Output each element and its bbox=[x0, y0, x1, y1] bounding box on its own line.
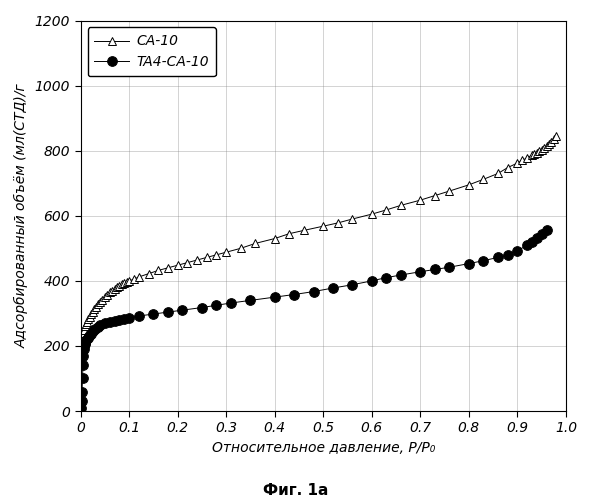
Line: TA4-CA-10: TA4-CA-10 bbox=[76, 226, 551, 412]
Y-axis label: Адсорбированный объём (мл(СТД)/г: Адсорбированный объём (мл(СТД)/г bbox=[15, 84, 29, 348]
CA-10 bbox=[121, 280, 128, 286]
TA4-CA-10 bbox=[291, 292, 298, 298]
CA-10 bbox=[271, 236, 278, 242]
CA-10 bbox=[83, 318, 91, 324]
TA4-CA-10 bbox=[417, 268, 424, 274]
TA4-CA-10 bbox=[543, 228, 550, 234]
CA-10 bbox=[79, 333, 86, 339]
Line: CA-10: CA-10 bbox=[78, 132, 561, 340]
TA4-CA-10 bbox=[89, 328, 96, 334]
CA-10 bbox=[118, 281, 126, 287]
Legend: CA-10, TA4-CA-10: CA-10, TA4-CA-10 bbox=[88, 28, 215, 76]
TA4-CA-10 bbox=[227, 300, 234, 306]
TA4-CA-10 bbox=[247, 298, 254, 304]
X-axis label: Относительное давление, P/P₀: Относительное давление, P/P₀ bbox=[211, 441, 435, 455]
TA4-CA-10 bbox=[78, 405, 85, 411]
CA-10 bbox=[96, 299, 104, 305]
CA-10 bbox=[89, 309, 96, 315]
CA-10 bbox=[553, 133, 560, 139]
Text: Фиг. 1а: Фиг. 1а bbox=[263, 483, 329, 498]
TA4-CA-10 bbox=[504, 252, 511, 258]
